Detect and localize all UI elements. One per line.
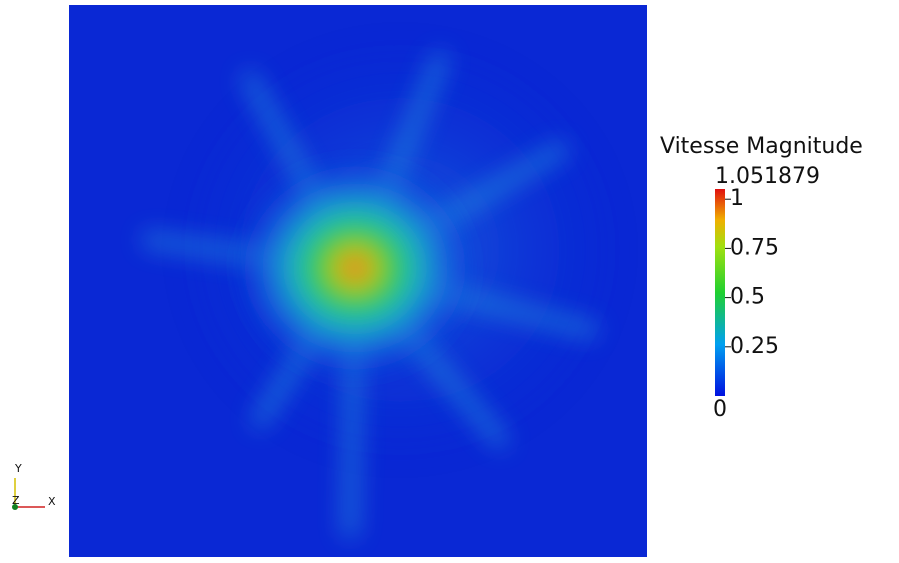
- colorbar-title: Vitesse Magnitude: [660, 134, 863, 159]
- colorbar-min-label: 0: [713, 397, 727, 422]
- axis-label-z: Z: [12, 494, 20, 507]
- colorbar-tick-label: 0.5: [730, 285, 765, 310]
- orientation-axes: Y Z X: [12, 462, 56, 510]
- colorbar-labels: 1.051879 0 0.25 0.5 0.75 1: [713, 164, 820, 422]
- colorbar-tick-label: 1: [730, 186, 744, 211]
- colorbar: [715, 189, 725, 396]
- axis-label-x: X: [48, 495, 56, 508]
- axis-label-y: Y: [14, 462, 22, 475]
- colorbar-tick-label: 0.75: [730, 235, 779, 260]
- colorbar-tick-label: 0.25: [730, 334, 779, 359]
- colorbar-max-label: 1.051879: [715, 164, 820, 189]
- field-render: [69, 5, 647, 557]
